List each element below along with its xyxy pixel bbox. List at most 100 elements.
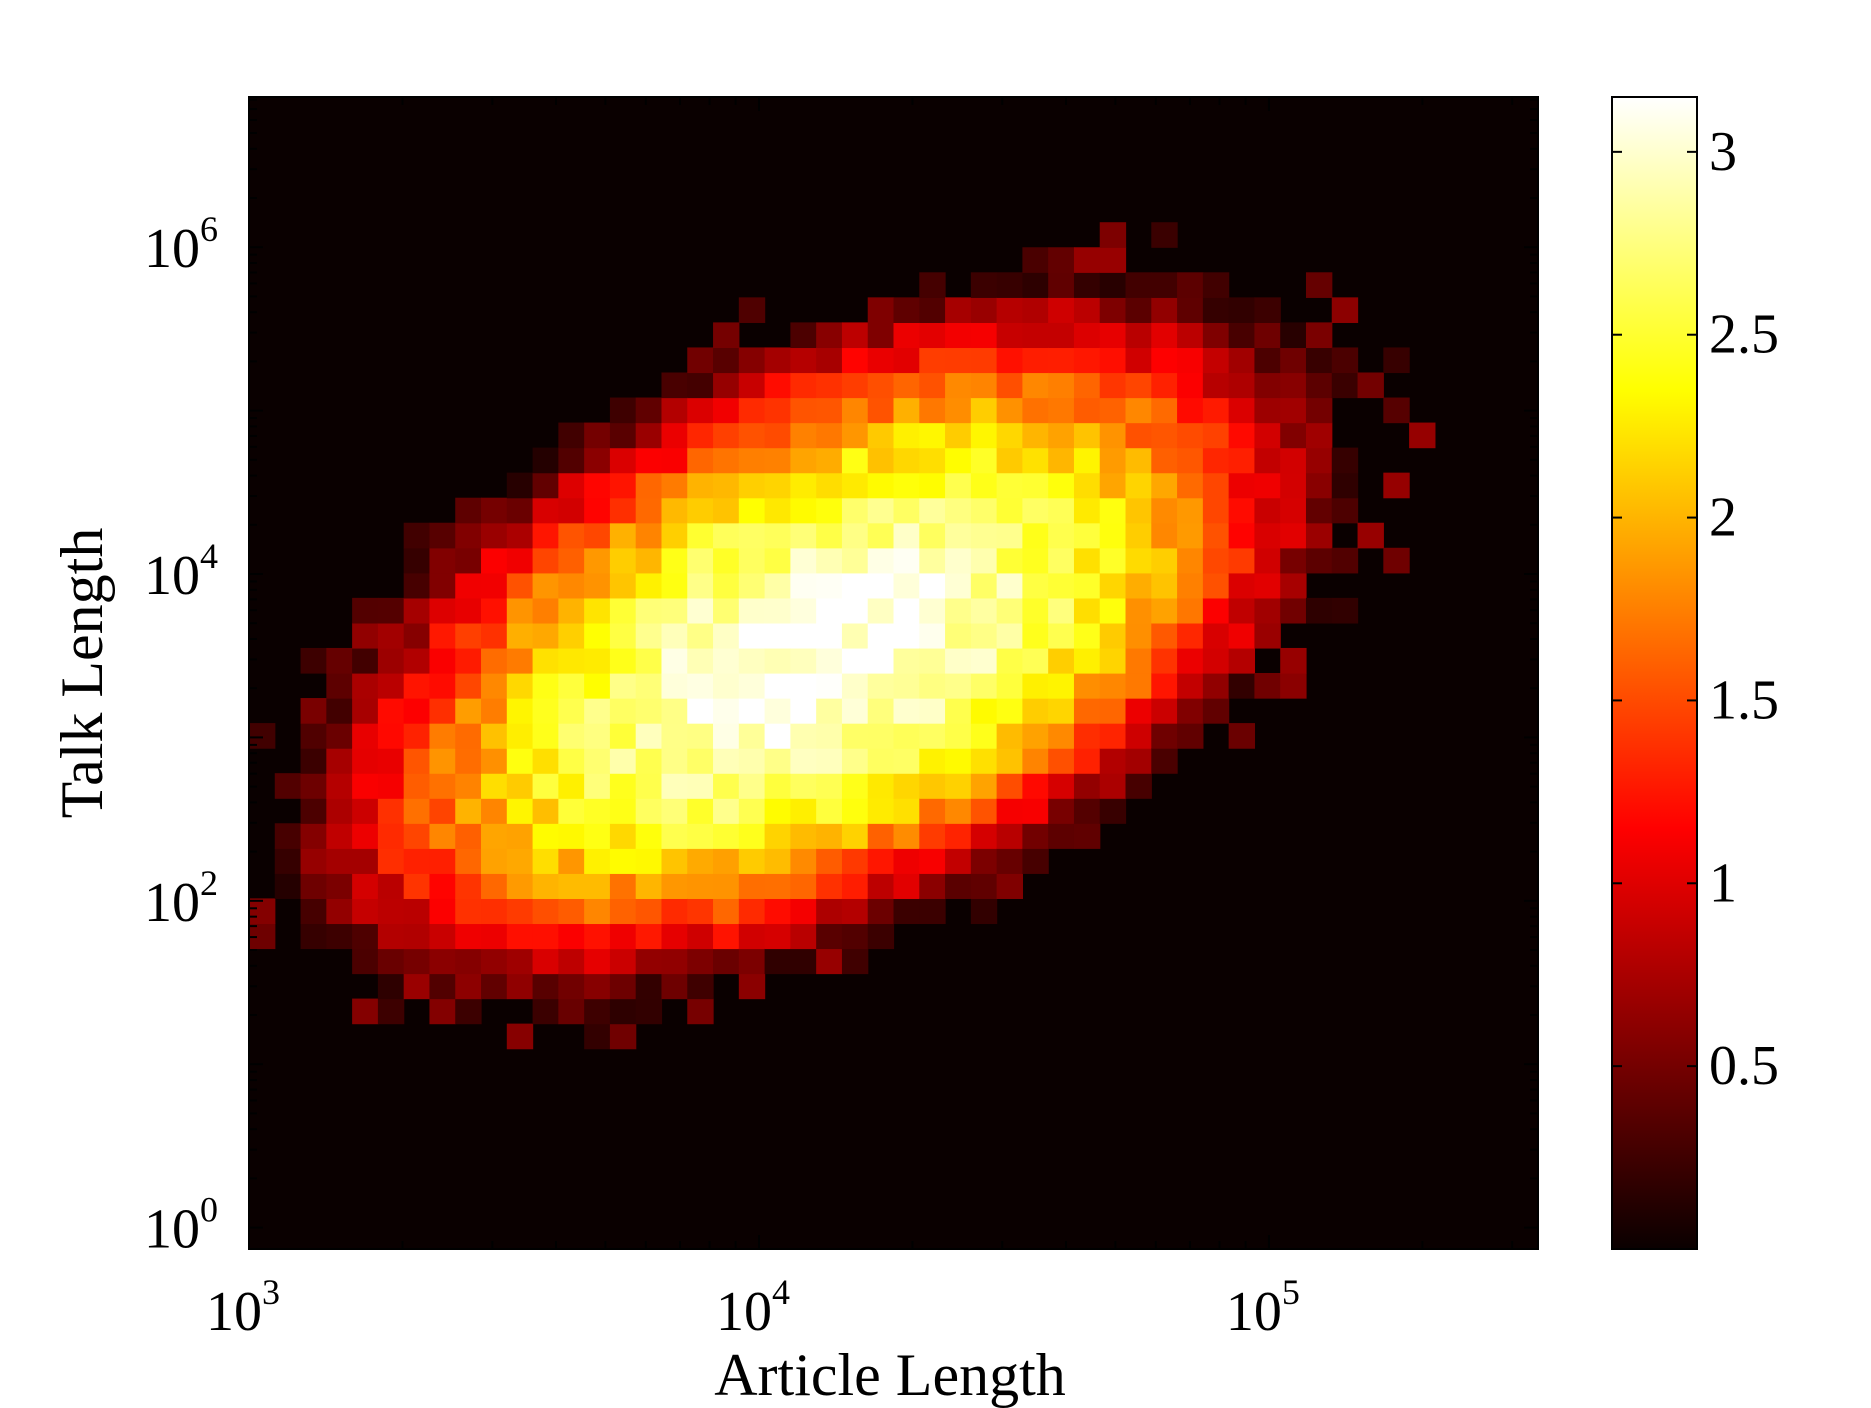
heatmap-bin <box>532 998 559 1025</box>
heatmap-bin <box>996 673 1023 699</box>
heatmap-bin <box>1305 472 1333 499</box>
colorbar-frame <box>1611 96 1698 1250</box>
heatmap-bin <box>352 823 379 849</box>
heatmap-bin <box>1202 347 1230 374</box>
heatmap-bin <box>352 898 379 925</box>
heatmap-bin <box>919 723 946 749</box>
heatmap-bin <box>300 873 327 899</box>
heatmap-bin <box>429 798 456 824</box>
heatmap-bin <box>1305 322 1333 349</box>
heatmap-bin <box>558 622 585 649</box>
heatmap-bin <box>1177 698 1204 724</box>
heatmap-bin <box>738 748 766 774</box>
heatmap-bin <box>506 848 534 874</box>
heatmap-bin <box>816 597 843 624</box>
heatmap-bin <box>790 397 817 424</box>
heatmap-bin <box>661 798 688 824</box>
heatmap-bin <box>945 698 972 724</box>
heatmap-bin <box>687 397 714 424</box>
heatmap-bin <box>738 948 766 975</box>
heatmap-bin <box>429 572 456 599</box>
heatmap-bin <box>970 422 998 449</box>
heatmap-bin <box>661 723 688 749</box>
heatmap-bin <box>1099 522 1127 549</box>
heatmap-bin <box>661 422 688 449</box>
heatmap-bin <box>919 272 946 298</box>
heatmap-bin <box>1151 372 1178 399</box>
heatmap-bin <box>1073 497 1101 524</box>
heatmap-bin <box>816 698 843 724</box>
heatmap-bin <box>584 848 611 874</box>
heatmap-bin <box>506 723 534 749</box>
heatmap-bin <box>429 773 456 799</box>
heatmap-bin <box>481 622 508 649</box>
heatmap-bin <box>738 898 766 925</box>
heatmap-bin <box>764 748 791 774</box>
heatmap-bin <box>1099 622 1127 649</box>
heatmap-bin <box>1073 622 1101 649</box>
heatmap-bin <box>919 297 946 323</box>
heatmap-bin <box>1177 422 1204 449</box>
heatmap-bin <box>790 673 817 699</box>
heatmap-bin <box>532 622 559 649</box>
heatmap-bin <box>790 497 817 524</box>
heatmap-bin <box>738 547 766 574</box>
heatmap-bin <box>429 723 456 749</box>
heatmap-bin <box>584 1023 611 1050</box>
heatmap-bin <box>919 372 946 399</box>
heatmap-bin <box>558 823 585 849</box>
heatmap-bin <box>1177 622 1204 649</box>
heatmap-bin <box>1280 673 1307 699</box>
heatmap-bin <box>970 622 998 649</box>
heatmap-bin <box>687 848 714 874</box>
heatmap-bin <box>713 673 740 699</box>
heatmap-bin <box>352 622 379 649</box>
heatmap-bin <box>661 472 688 499</box>
heatmap-bin <box>584 723 611 749</box>
heatmap-bin <box>1280 322 1307 349</box>
heatmap-bin <box>403 798 431 824</box>
heatmap-bin <box>738 522 766 549</box>
heatmap-bin <box>455 723 482 749</box>
heatmap-bin <box>1048 572 1075 599</box>
heatmap-bin <box>326 748 353 774</box>
heatmap-bin <box>970 447 998 474</box>
heatmap-bin <box>893 773 920 799</box>
y-tick-label: 104 <box>144 536 218 607</box>
heatmap-bin <box>893 647 920 674</box>
heatmap-bin <box>841 372 869 399</box>
heatmap-bin <box>738 873 766 899</box>
heatmap-bin <box>893 873 920 899</box>
heatmap-bin <box>970 472 998 499</box>
heatmap-bin <box>377 973 405 1000</box>
heatmap-bin <box>790 873 817 899</box>
heatmap-bin <box>532 647 559 674</box>
heatmap-bin <box>1048 698 1075 724</box>
heatmap-bin <box>609 998 637 1025</box>
heatmap-bin <box>764 898 791 925</box>
heatmap-bin <box>455 497 482 524</box>
heatmap-bin <box>738 647 766 674</box>
heatmap-bin <box>300 723 327 749</box>
heatmap-bin <box>481 547 508 574</box>
heatmap-bin <box>1073 272 1101 298</box>
heatmap-bin <box>713 622 740 649</box>
heatmap-bin <box>996 472 1023 499</box>
heatmap-bin <box>635 397 663 424</box>
heatmap-bin <box>1151 622 1178 649</box>
heatmap-bin <box>584 547 611 574</box>
heatmap-bin <box>609 898 637 925</box>
heatmap-bin <box>584 973 611 1000</box>
heatmap-bin <box>455 773 482 799</box>
heatmap-bin <box>1280 547 1307 574</box>
heatmap-bin <box>1177 397 1204 424</box>
heatmap-bin <box>893 748 920 774</box>
heatmap-bin <box>1151 522 1178 549</box>
heatmap-bin <box>738 723 766 749</box>
heatmap-bin <box>584 748 611 774</box>
heatmap-bin <box>790 522 817 549</box>
heatmap-bin <box>1151 497 1178 524</box>
heatmap-bin <box>738 973 766 1000</box>
heatmap-bin <box>1048 647 1075 674</box>
heatmap-bin <box>455 698 482 724</box>
